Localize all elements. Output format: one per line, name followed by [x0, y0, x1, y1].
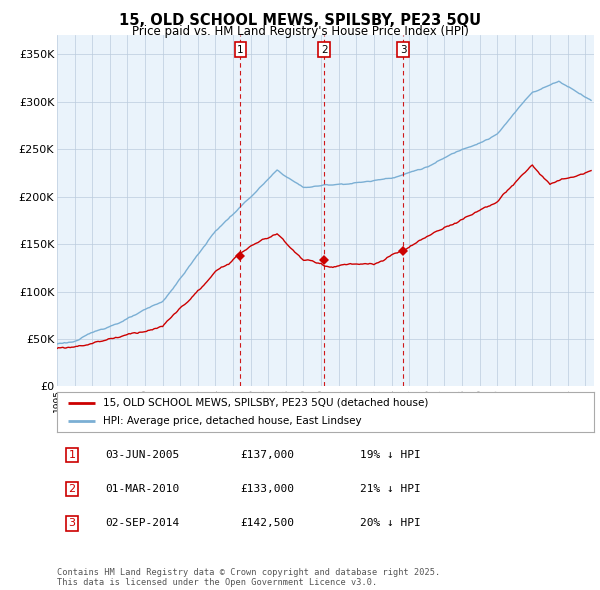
Text: Price paid vs. HM Land Registry's House Price Index (HPI): Price paid vs. HM Land Registry's House …: [131, 25, 469, 38]
Text: 1: 1: [68, 450, 76, 460]
Text: 15, OLD SCHOOL MEWS, SPILSBY, PE23 5QU (detached house): 15, OLD SCHOOL MEWS, SPILSBY, PE23 5QU (…: [103, 398, 428, 408]
Text: 3: 3: [68, 519, 76, 528]
Text: 1: 1: [237, 45, 244, 55]
Text: £133,000: £133,000: [240, 484, 294, 494]
Text: HPI: Average price, detached house, East Lindsey: HPI: Average price, detached house, East…: [103, 416, 361, 426]
Text: 20% ↓ HPI: 20% ↓ HPI: [360, 519, 421, 528]
Text: 21% ↓ HPI: 21% ↓ HPI: [360, 484, 421, 494]
Text: 3: 3: [400, 45, 407, 55]
Text: 2: 2: [68, 484, 76, 494]
Text: 15, OLD SCHOOL MEWS, SPILSBY, PE23 5QU: 15, OLD SCHOOL MEWS, SPILSBY, PE23 5QU: [119, 13, 481, 28]
Text: £137,000: £137,000: [240, 450, 294, 460]
Text: 19% ↓ HPI: 19% ↓ HPI: [360, 450, 421, 460]
Text: 01-MAR-2010: 01-MAR-2010: [105, 484, 179, 494]
Text: £142,500: £142,500: [240, 519, 294, 528]
Text: Contains HM Land Registry data © Crown copyright and database right 2025.
This d: Contains HM Land Registry data © Crown c…: [57, 568, 440, 587]
Text: 2: 2: [321, 45, 328, 55]
Text: 03-JUN-2005: 03-JUN-2005: [105, 450, 179, 460]
Text: 02-SEP-2014: 02-SEP-2014: [105, 519, 179, 528]
